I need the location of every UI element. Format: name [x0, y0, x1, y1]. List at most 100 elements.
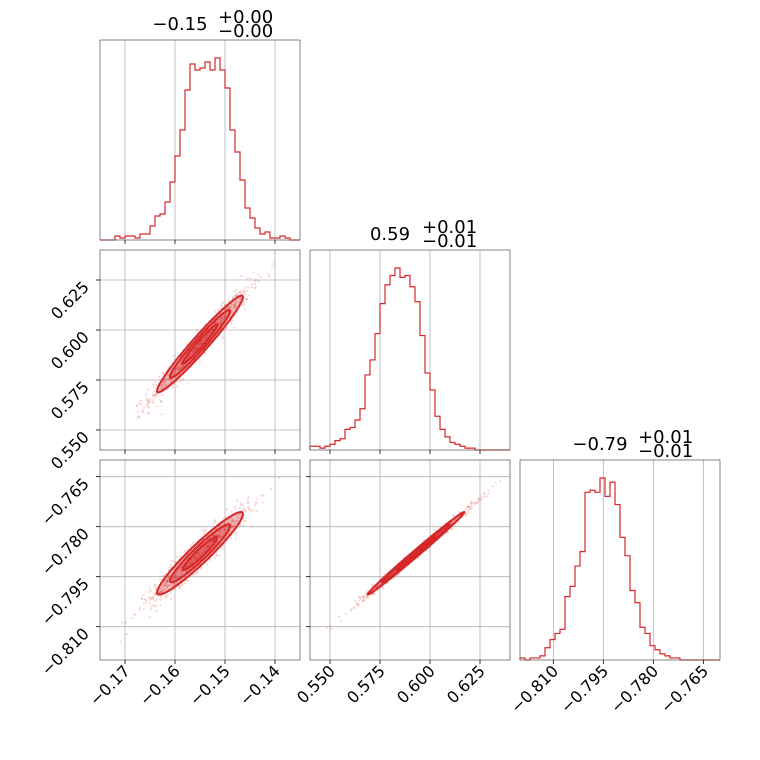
scatter-point: [212, 534, 215, 537]
scatter-point: [161, 574, 164, 578]
scatter-point: [221, 531, 224, 534]
scatter-point: [247, 501, 250, 504]
scatter-point: [161, 585, 164, 588]
scatter-point: [365, 595, 368, 598]
scatter-point: [164, 378, 167, 381]
scatter-point: [241, 289, 245, 292]
scatter-point: [244, 510, 247, 513]
scatter-point: [165, 384, 168, 387]
scatter-point: [191, 559, 194, 562]
x-tick-label: 0.600: [393, 661, 439, 707]
scatter-point: [194, 346, 197, 350]
scatter-point: [173, 583, 176, 586]
scatter-point: [171, 578, 174, 581]
scatter-point: [174, 371, 177, 374]
scatter-point: [383, 572, 386, 575]
scatter-point: [124, 621, 128, 624]
histogram-step-line: [100, 57, 300, 241]
scatter-point: [233, 306, 236, 309]
scatter-point: [178, 380, 181, 384]
scatter-point: [208, 543, 211, 546]
scatter-point: [145, 399, 148, 402]
scatter-point: [172, 577, 176, 580]
x-tick-label: −0.810: [507, 661, 562, 716]
scatter-point: [200, 339, 203, 342]
scatter-point: [213, 521, 216, 524]
scatter-point: [179, 365, 182, 369]
scatter-point: [161, 588, 164, 592]
y-tick-label: 0.550: [47, 427, 93, 473]
scatter-point: [232, 295, 235, 299]
scatter-point: [159, 604, 162, 607]
scatter-point: [226, 520, 229, 523]
scatter-point: [250, 286, 253, 289]
scatter-point: [352, 606, 355, 609]
scatter-point: [196, 345, 199, 348]
scatter-point: [235, 531, 238, 534]
scatter-point: [204, 351, 207, 354]
scatter-point: [479, 499, 482, 502]
scatter-point: [174, 576, 177, 579]
scatter-point: [231, 518, 234, 522]
credible-contours: [155, 510, 245, 596]
scatter-point: [166, 594, 169, 597]
scatter-point: [201, 528, 204, 532]
scatter-point: [207, 334, 210, 337]
scatter-point: [239, 297, 242, 300]
scatter-point: [182, 363, 185, 367]
scatter-point: [218, 321, 221, 324]
scatter-point: [186, 382, 189, 385]
scatter-point: [269, 487, 273, 491]
scatter-point: [199, 549, 202, 552]
scatter-point: [164, 380, 168, 383]
scatter-point: [150, 605, 153, 608]
scatter-point: [197, 343, 200, 347]
scatter-point: [155, 598, 159, 601]
scatter-point: [174, 368, 177, 371]
scatter-point: [189, 352, 192, 355]
scatter-point: [149, 588, 152, 592]
scatter-point: [218, 324, 222, 327]
scatter-point: [217, 321, 220, 325]
scatter-point: [173, 574, 176, 577]
scatter-point: [160, 590, 164, 593]
scatter-point: [466, 505, 469, 509]
scatter-point: [254, 286, 257, 289]
scatter-point: [223, 522, 226, 525]
scatter-point: [364, 592, 367, 595]
scatter-point: [160, 385, 164, 388]
scatter-point: [224, 315, 227, 318]
scatter-point: [153, 394, 156, 398]
scatter-point: [206, 544, 209, 547]
scatter-point: [234, 306, 237, 309]
scatter-point: [183, 550, 187, 553]
scatter-point: [233, 522, 236, 525]
scatter-point: [218, 534, 222, 537]
scatter-point: [233, 307, 236, 310]
scatter-point: [172, 576, 175, 579]
scatter-point: [194, 558, 197, 561]
scatter-point: [141, 408, 144, 412]
scatter-point: [164, 377, 167, 380]
scatter-point: [198, 343, 201, 346]
scatter-point: [231, 525, 234, 529]
scatter-point: [207, 542, 210, 546]
scatter-point: [221, 302, 224, 305]
scatter-point: [211, 540, 214, 543]
scatter-point: [217, 534, 220, 537]
scatter-point: [211, 540, 214, 543]
scatter-point: [225, 508, 228, 511]
scatter-point: [205, 544, 208, 547]
scatter-point: [231, 296, 234, 300]
scatter-point: [147, 399, 151, 402]
scatter-point: [231, 519, 234, 522]
scatter-point: [230, 322, 233, 325]
scatter-point: [254, 501, 257, 504]
scatter-point: [145, 403, 149, 406]
scatter-point: [177, 586, 181, 589]
scatter-point: [215, 554, 219, 557]
scatter-point: [164, 583, 167, 586]
contour-fill-1: [157, 295, 243, 393]
scatter-point: [247, 294, 250, 297]
